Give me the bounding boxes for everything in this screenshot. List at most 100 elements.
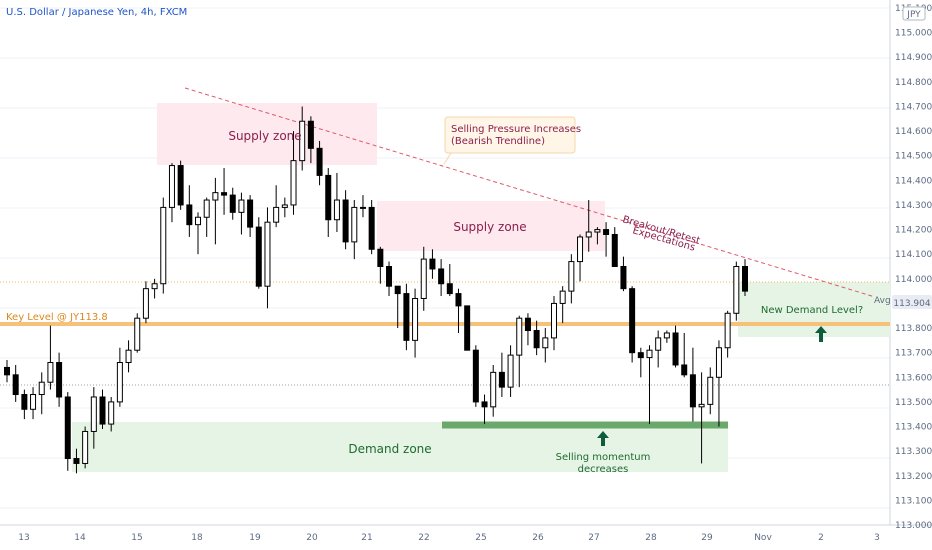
y-tick-label: 114.600	[895, 127, 932, 137]
candle-up	[168, 165, 175, 208]
candle-down	[672, 332, 679, 366]
candle-down	[438, 268, 445, 285]
candle-up	[359, 206, 366, 209]
x-tick-label: 2	[818, 533, 824, 543]
candle-up	[212, 192, 219, 201]
candle-up	[516, 317, 523, 356]
candle-up	[733, 266, 740, 314]
up-arrow-icon	[815, 326, 827, 342]
y-tick-label: 113.000	[895, 521, 932, 531]
candle-up	[299, 120, 306, 162]
y-tick-label: 113.600	[895, 373, 932, 383]
candle-down	[533, 330, 540, 349]
y-tick-label: 114.300	[895, 201, 932, 211]
y-tick-label: 115.000	[895, 29, 932, 39]
candle-up	[30, 394, 37, 410]
candle-up	[490, 371, 497, 408]
candle-up	[585, 231, 592, 238]
y-tick-label: 114.100	[895, 250, 932, 260]
candle-down	[56, 362, 63, 398]
key-level-label: Key Level @ JY113.8	[6, 312, 108, 323]
candle-down	[4, 366, 10, 376]
chart-title: U.S. Dollar / Japanese Yen, 4h, FXCM	[6, 7, 187, 18]
up-arrow-icon	[597, 431, 609, 446]
candle-up	[151, 283, 158, 290]
candle-down	[481, 401, 488, 408]
x-tick-label: 29	[701, 533, 713, 543]
candle-down	[611, 233, 618, 267]
candle-up	[125, 349, 132, 364]
candle-up	[568, 261, 575, 292]
candle-down	[99, 396, 106, 425]
candle-up	[655, 337, 662, 351]
supply-zone-2-label: Supply zone	[453, 220, 526, 234]
candle-up	[238, 199, 245, 213]
y-tick-label: 113.200	[895, 472, 932, 482]
candle-up	[724, 312, 731, 349]
x-tick-label: 26	[532, 533, 544, 543]
x-tick-label: 13	[18, 533, 29, 543]
candle-up	[412, 298, 419, 341]
selling-pressure-line-1: Selling Pressure Increases	[451, 124, 581, 135]
candle-up	[90, 396, 97, 432]
candle-down	[498, 371, 505, 388]
candle-down	[446, 283, 453, 295]
candle-down	[689, 374, 696, 408]
candle-down	[464, 305, 471, 351]
candle-down	[429, 258, 436, 270]
selling-pressure-line-2: (Bearish Trendline)	[451, 136, 545, 147]
candle-up	[715, 347, 722, 378]
candle-up	[577, 236, 584, 263]
candle-up	[195, 216, 202, 226]
x-tick-label: 20	[306, 533, 318, 543]
candle-down	[73, 458, 80, 464]
candle-down	[64, 396, 71, 460]
y-tick-label: 114.400	[895, 176, 932, 186]
y-tick-label: 114.500	[895, 152, 932, 162]
candle-up	[559, 290, 566, 304]
candle-down	[620, 266, 627, 290]
candle-down	[21, 394, 28, 410]
candle-down	[229, 194, 236, 213]
x-tick-label: 25	[475, 533, 486, 543]
new-demand-label: New Demand Level?	[761, 305, 863, 316]
candle-down	[186, 204, 193, 226]
currency-badge-label: JPY	[906, 10, 921, 20]
candle-up	[351, 206, 358, 243]
y-tick-label: 113.300	[895, 447, 932, 457]
candle-up	[646, 349, 653, 359]
candle-down	[12, 374, 19, 396]
x-tick-label: 19	[249, 533, 261, 543]
candle-down	[377, 248, 384, 267]
candle-down	[455, 293, 462, 307]
supply-zone-1-label: Supply zone	[228, 129, 301, 143]
currency-badge	[902, 6, 926, 21]
supply-zone-2	[377, 201, 605, 251]
candle-up	[542, 337, 549, 349]
candle-down	[403, 293, 410, 341]
avg-label: Avg	[874, 296, 891, 306]
candle-up	[663, 332, 670, 339]
candle-up	[550, 302, 557, 339]
x-tick-label: 28	[645, 533, 657, 543]
candle-down	[386, 266, 393, 287]
demand-zone-label: Demand zone	[348, 442, 431, 456]
y-tick-label: 113.800	[895, 324, 932, 334]
candle-up	[594, 229, 601, 233]
candle-up	[264, 221, 271, 287]
candle-down	[325, 174, 332, 221]
current-price-label: 113.904	[893, 299, 930, 309]
y-tick-label: 114.000	[895, 275, 932, 285]
selling-momentum-line-1: Selling momentum	[556, 452, 651, 463]
candle-up	[203, 199, 210, 218]
candle-up	[281, 204, 288, 208]
candle-down	[637, 352, 644, 359]
demand-zone	[72, 422, 728, 472]
candle-down	[742, 266, 748, 292]
y-tick-label: 113.700	[895, 349, 932, 359]
candle-up	[134, 317, 141, 351]
selling-pressure-pointer	[443, 152, 452, 165]
candle-up	[142, 288, 149, 319]
candle-up	[290, 160, 297, 206]
x-axis-labels: 13 14 15 18 19 20 21 22 25 26 27 28 29 Nov 2 3	[18, 533, 880, 543]
